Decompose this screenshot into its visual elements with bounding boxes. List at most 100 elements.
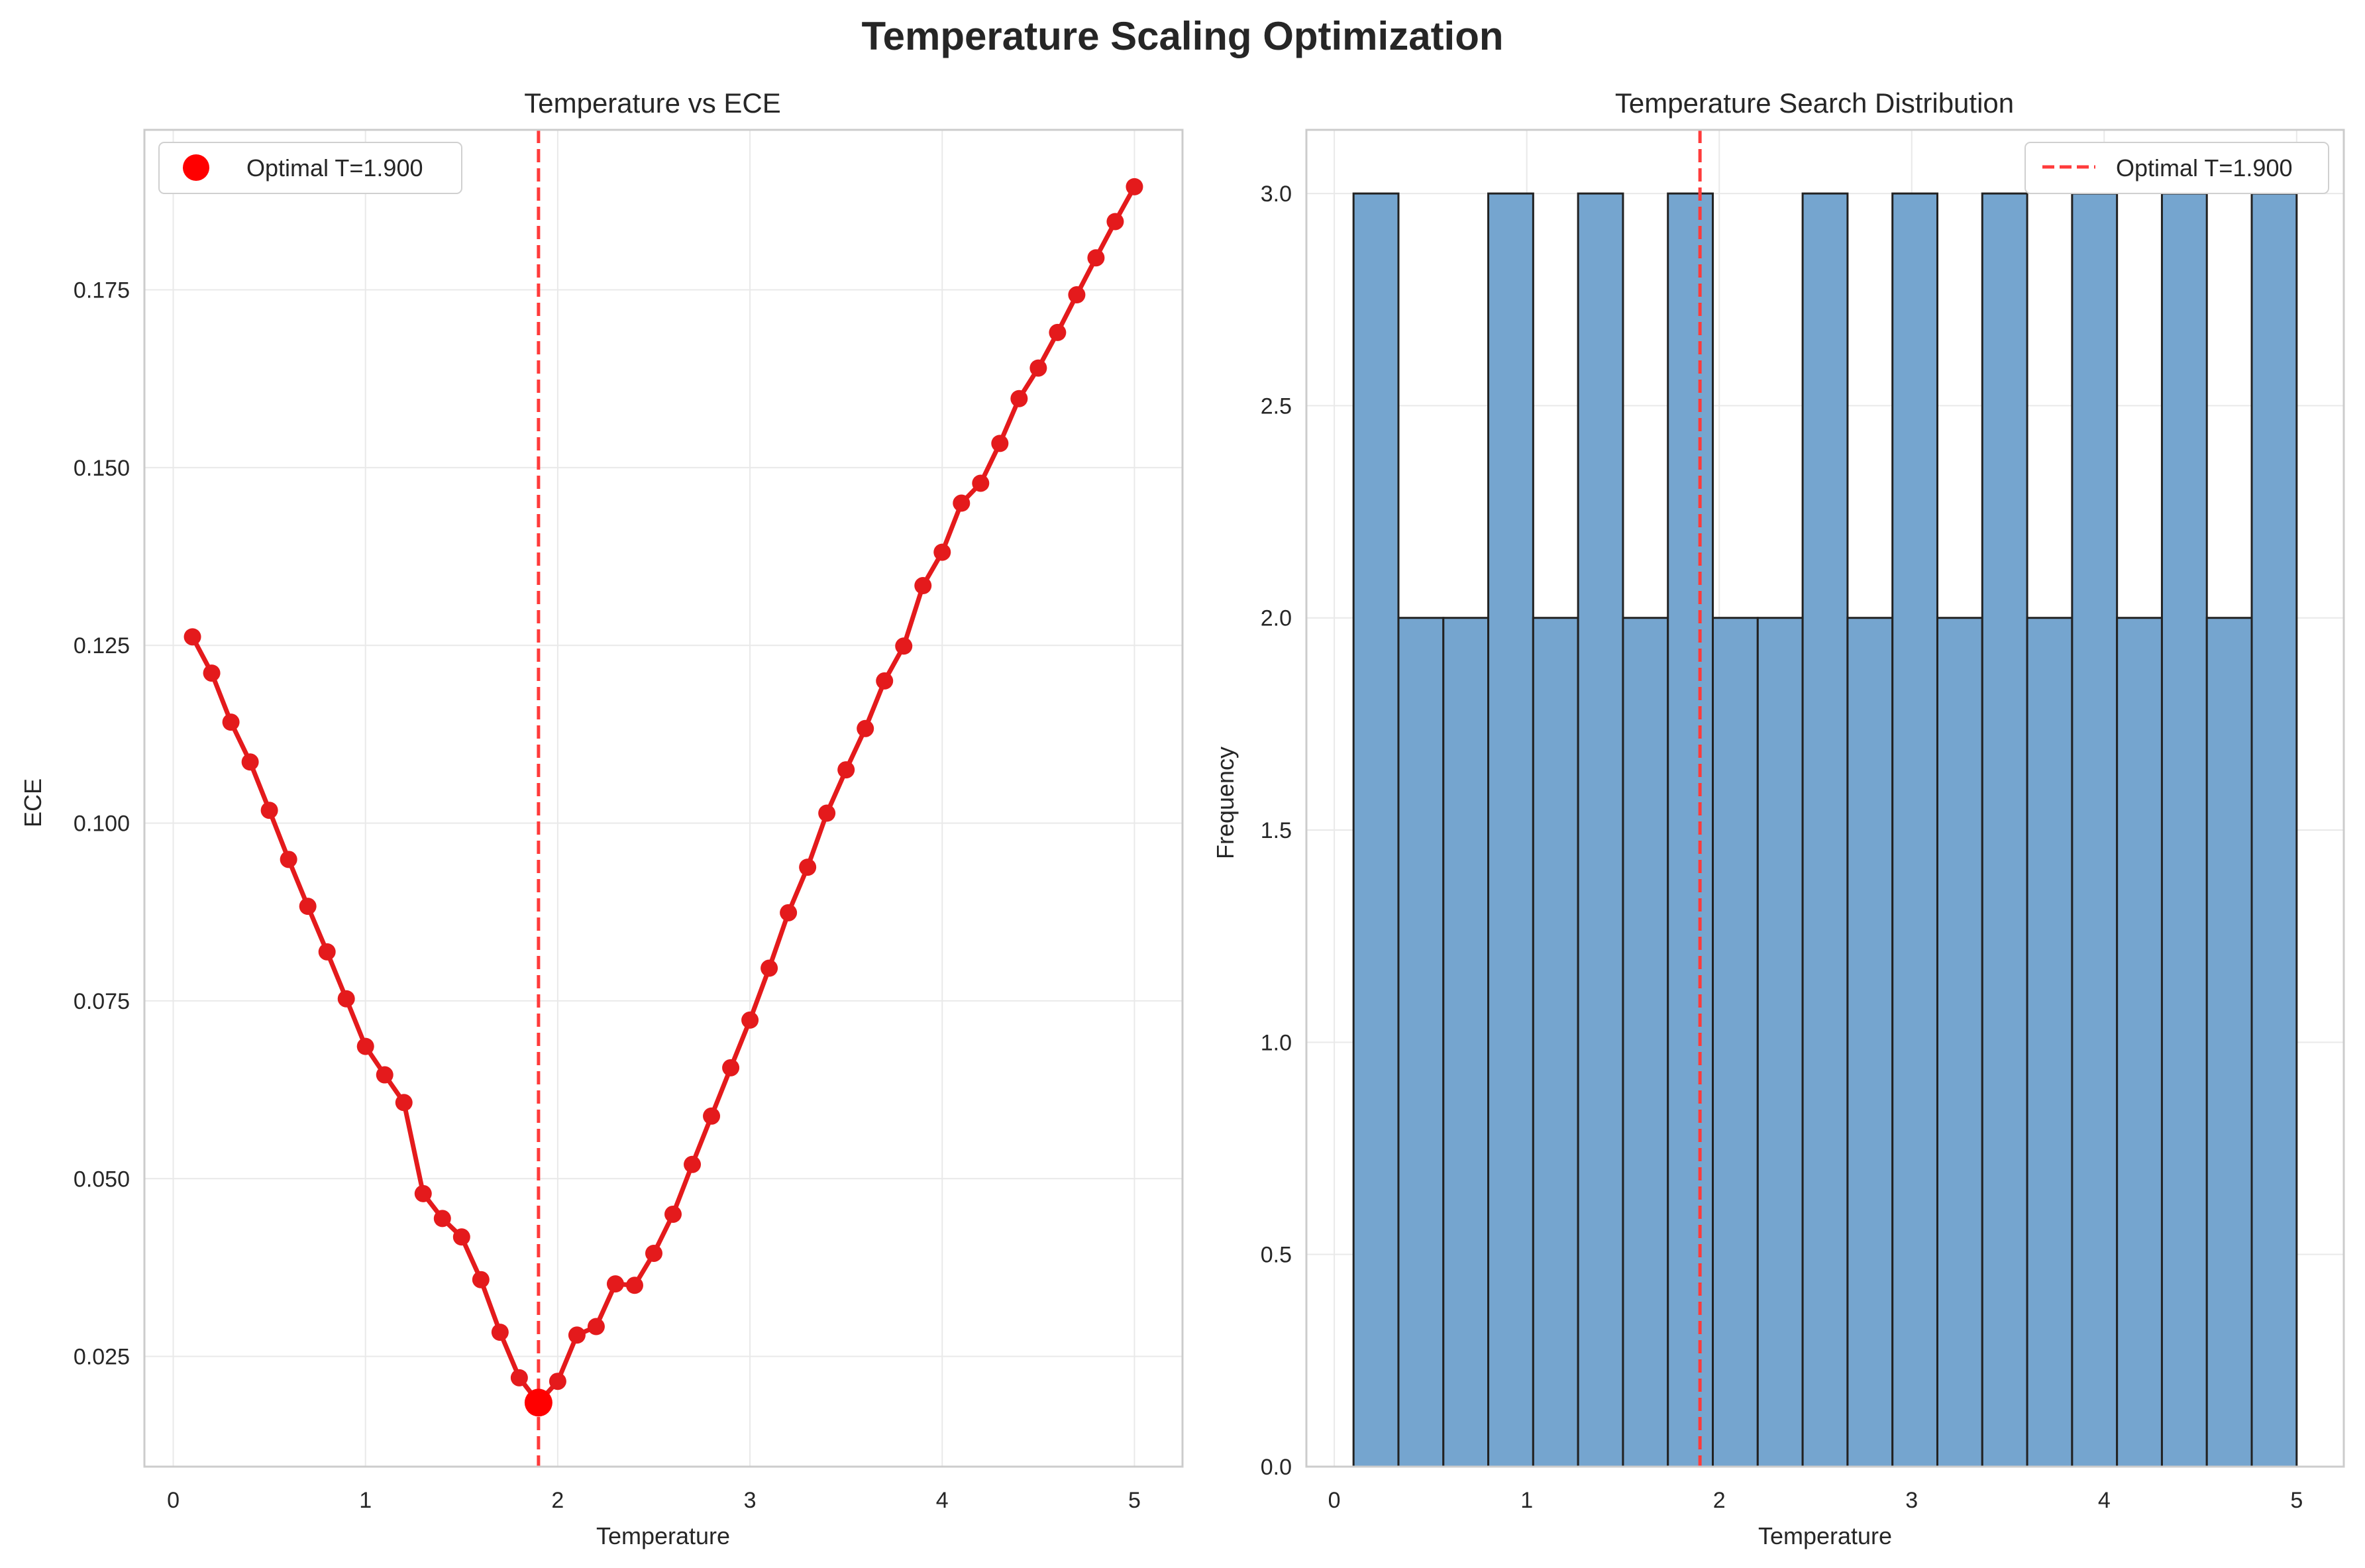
- chart-left-xlabel: Temperature: [596, 1522, 730, 1549]
- chart-left-data-point: [972, 474, 990, 492]
- chart-right-xtick-label: 1: [1520, 1488, 1533, 1513]
- chart-left-legend-marker: [183, 154, 209, 181]
- chart-left-data-point: [203, 664, 221, 682]
- chart-temperature-search-distribution: Temperature Search Distribution 0 1 2 3 4 5 0.…: [1212, 87, 2345, 1549]
- chart-left-data-point: [761, 959, 778, 977]
- chart-right-bar: [2071, 192, 2119, 1468]
- chart-right-bar: [1397, 617, 1445, 1468]
- chart-left-data-point: [587, 1318, 605, 1335]
- chart-left-optimal-point: [524, 1388, 552, 1417]
- chart-left-data-point: [318, 943, 336, 961]
- chart-left-data-point: [337, 990, 355, 1008]
- chart-left-data-point: [452, 1228, 470, 1246]
- chart-right-title: Temperature Search Distribution: [1615, 87, 2014, 119]
- chart-right-bar: [1442, 617, 1490, 1468]
- chart-left-data-point: [1029, 359, 1047, 377]
- chart-left-xtick-label: 1: [359, 1488, 372, 1513]
- chart-left-data-point: [568, 1326, 586, 1344]
- chart-right-bars: [1352, 192, 2298, 1468]
- chart-left-ytick-label: 0.175: [74, 278, 130, 303]
- chart-right-bar: [2250, 192, 2298, 1468]
- chart-left-ytick-label: 0.025: [74, 1345, 130, 1370]
- chart-right-bar: [1712, 617, 1759, 1468]
- chart-left-xtick-label: 4: [936, 1488, 949, 1513]
- chart-left-data-point: [280, 851, 297, 868]
- chart-left-legend: Optimal T=1.900: [158, 142, 462, 194]
- chart-right-ytick-label: 1.5: [1261, 818, 1292, 843]
- chart-left-data-point: [953, 494, 971, 512]
- chart-left-data-point: [780, 904, 798, 921]
- chart-left-legend-label: Optimal T=1.900: [246, 154, 423, 182]
- chart-right-bar: [2160, 192, 2208, 1468]
- chart-left-data-point: [933, 543, 951, 561]
- chart-left-ylabel: ECE: [19, 778, 46, 827]
- chart-left-data-point: [1087, 249, 1105, 267]
- chart-right-legend-box: [2024, 142, 2329, 194]
- chart-left-ytick-label: 0.125: [74, 633, 130, 658]
- chart-left-data-point: [376, 1066, 394, 1084]
- chart-left-data-point: [241, 753, 259, 771]
- chart-left-data-point: [703, 1107, 721, 1125]
- chart-right-xtick-label: 3: [1905, 1488, 1918, 1513]
- chart-right-bar: [1756, 617, 1804, 1468]
- chart-left-xtick-label: 5: [1128, 1488, 1141, 1513]
- chart-right-ylabel: Frequency: [1212, 747, 1239, 859]
- chart-left-data-point: [395, 1094, 413, 1112]
- chart-left-data-point: [722, 1059, 740, 1076]
- chart-left-data-point: [991, 435, 1009, 452]
- chart-left-data-point: [1068, 286, 1086, 304]
- chart-left-data-point: [549, 1373, 566, 1390]
- chart-right-ytick-label: 0.0: [1261, 1455, 1292, 1480]
- chart-left-series: [184, 178, 1143, 1417]
- chart-left-data-point: [299, 898, 317, 915]
- chart-left-data-point: [1010, 390, 1028, 407]
- chart-left-data-point: [895, 637, 913, 655]
- chart-left-ytick-label: 0.100: [74, 811, 130, 837]
- chart-left-data-point: [741, 1011, 759, 1029]
- chart-left-data-point: [510, 1369, 528, 1386]
- chart-right-bar: [2026, 617, 2074, 1468]
- chart-left-data-point: [1126, 178, 1143, 195]
- chart-right-ytick-label: 0.5: [1261, 1243, 1292, 1268]
- chart-left-data-point: [260, 802, 278, 819]
- chart-left-data-point: [472, 1271, 490, 1288]
- chart-right-xtick-label: 4: [2098, 1488, 2111, 1513]
- chart-right-bar: [2116, 617, 2163, 1468]
- chart-left-data-point: [645, 1244, 662, 1262]
- chart-right-ytick-label: 1.0: [1261, 1030, 1292, 1055]
- chart-temperature-vs-ece: Temperature vs ECE 0 1 2 3 4 5 0.025 0.050 0.075…: [19, 87, 1184, 1549]
- chart-right-frame: [1305, 129, 2345, 1468]
- chart-left-data-point: [799, 859, 817, 876]
- chart-left-ytick-label: 0.075: [74, 989, 130, 1014]
- chart-left-xtick-label: 3: [744, 1488, 757, 1513]
- chart-left-xtick-label: 2: [551, 1488, 564, 1513]
- chart-right-bar: [1891, 192, 1938, 1468]
- chart-right-bar: [1577, 192, 1624, 1468]
- chart-right-bar: [1487, 192, 1534, 1468]
- chart-left-legend-box: [158, 142, 462, 194]
- chart-left-data-point: [664, 1205, 682, 1223]
- chart-left-data-point: [914, 577, 932, 595]
- chart-right-xlabel: Temperature: [1758, 1522, 1892, 1549]
- chart-left-axes: 0 1 2 3 4 5 0.025 0.050 0.075 0.100 0.125 0.150 0.17…: [74, 129, 1184, 1513]
- chart-left-data-point: [818, 804, 836, 822]
- chart-left-ytick-label: 0.050: [74, 1167, 130, 1192]
- chart-left-data-point: [606, 1275, 624, 1293]
- chart-left-data-point: [1106, 213, 1124, 231]
- chart-right-bar: [1352, 192, 1400, 1468]
- chart-left-grid: [144, 130, 1182, 1467]
- chart-right-bar: [1667, 192, 1714, 1468]
- chart-right-ytick-label: 2.0: [1261, 606, 1292, 631]
- chart-left-data-point: [491, 1324, 509, 1341]
- chart-right-bar: [1801, 192, 1849, 1468]
- chart-left-ytick-label: 0.150: [74, 456, 130, 481]
- chart-left-data-point: [433, 1210, 451, 1228]
- chart-right-bar: [2205, 617, 2253, 1468]
- chart-right-bar: [1936, 617, 1983, 1468]
- chart-left-data-point: [837, 761, 855, 779]
- chart-right-ytick-label: 3.0: [1261, 182, 1292, 207]
- chart-left-data-point: [414, 1184, 432, 1202]
- chart-left-frame: [143, 129, 1184, 1468]
- chart-left-data-point: [876, 672, 894, 690]
